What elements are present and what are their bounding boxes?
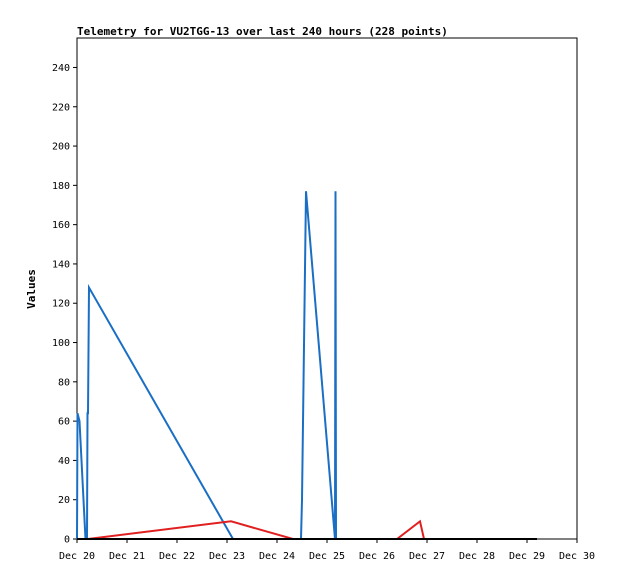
x-tick-label: Dec 22 xyxy=(159,551,195,562)
x-tick-label: Dec 21 xyxy=(109,551,145,562)
x-tick-label: Dec 20 xyxy=(59,551,95,562)
x-tick-label: Dec 27 xyxy=(409,551,445,562)
x-tick-label: Dec 29 xyxy=(509,551,545,562)
series-layer xyxy=(76,191,537,540)
x-tick-label: Dec 28 xyxy=(459,551,495,562)
x-axis: Dec 20 Dec 21 Dec 22 Dec 23 Dec 24 Dec 25 Dec … xyxy=(59,539,595,562)
chart-title: Telemetry for VU2TGG-13 over last 240 ho… xyxy=(77,25,448,38)
y-tick-label: 180 xyxy=(52,181,70,192)
y-tick-label: 120 xyxy=(52,299,70,310)
y-tick-label: 220 xyxy=(52,102,70,113)
series-line-1 xyxy=(76,191,537,540)
y-tick-label: 60 xyxy=(58,417,70,428)
x-tick-label: Dec 30 xyxy=(559,551,595,562)
x-tick-label: Dec 26 xyxy=(359,551,395,562)
plot-frame xyxy=(76,37,578,540)
y-tick-label: 140 xyxy=(52,259,70,270)
x-tick-label: Dec 24 xyxy=(259,551,295,562)
y-tick-label: 80 xyxy=(58,377,70,388)
y-tick-label: 40 xyxy=(58,456,70,467)
y-axis: 0 20 40 60 80 100 120 140 160 180 200 220 240 xyxy=(52,63,77,546)
series-line-2 xyxy=(87,519,537,540)
y-tick-label: 160 xyxy=(52,220,70,231)
x-tick-label: Dec 23 xyxy=(209,551,245,562)
y-tick-label: 0 xyxy=(64,535,70,546)
y-tick-label: 100 xyxy=(52,338,70,349)
x-tick-label: Dec 25 xyxy=(309,551,345,562)
y-tick-label: 240 xyxy=(52,63,70,74)
y-tick-label: 20 xyxy=(58,495,70,506)
y-tick-label: 200 xyxy=(52,142,70,153)
y-axis-label: Values xyxy=(25,269,38,309)
